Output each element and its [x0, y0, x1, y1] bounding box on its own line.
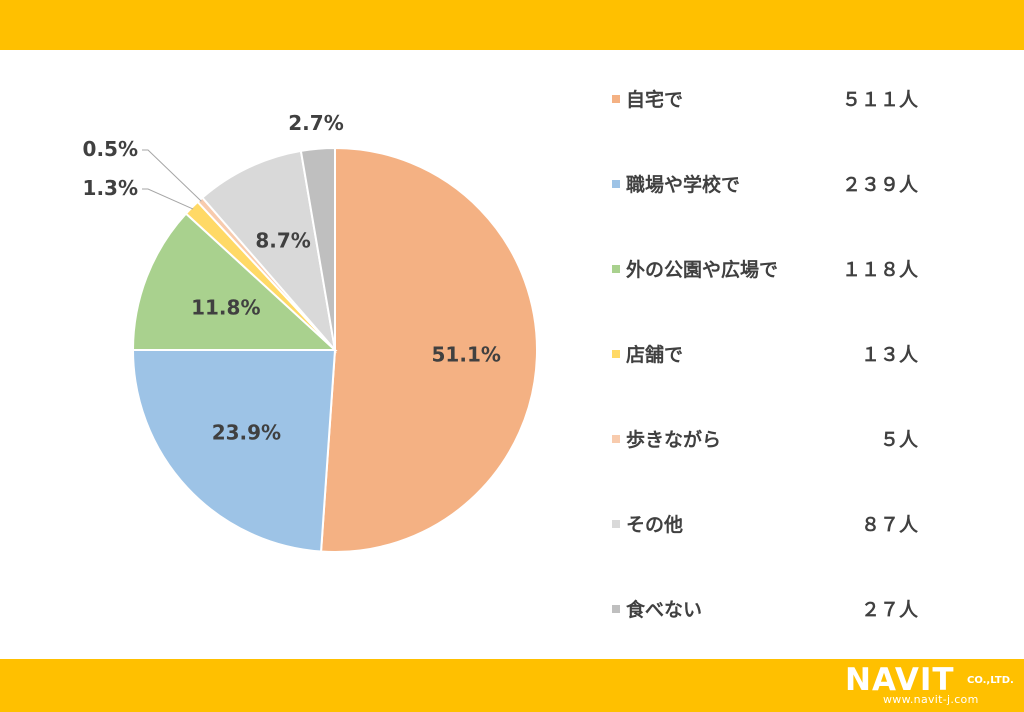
legend-count-4: １３人 — [861, 344, 919, 366]
legend-swatch-7 — [612, 605, 620, 613]
company-logo: NAVIT CO.,LTD. www.navit-j.com — [845, 663, 1015, 709]
percent-label-2: 23.9% — [212, 421, 281, 445]
legend-swatch-3 — [612, 265, 620, 273]
pie-slice-1 — [319, 146, 538, 553]
percent-label-7: 2.7% — [288, 111, 343, 135]
top-banner — [0, 0, 1024, 50]
legend-count-3: １１８人 — [842, 259, 919, 281]
legend-label-4: 店舗で — [626, 343, 683, 366]
legend-swatch-4 — [612, 350, 620, 358]
legend-count-1: ５１１人 — [842, 89, 919, 111]
legend-swatch-1 — [612, 95, 620, 103]
leader-line-5 — [142, 149, 202, 202]
legend-label-2: 職場や学校で — [626, 173, 740, 196]
leader-line-4 — [142, 188, 194, 210]
legend-label-7: 食べない — [626, 598, 702, 621]
legend-swatch-6 — [612, 520, 620, 528]
legend-swatch-5 — [612, 435, 620, 443]
leader-lines — [142, 149, 202, 210]
pie-slice-6 — [200, 149, 337, 354]
logo-url: www.navit-j.com — [883, 693, 979, 706]
pie-chart: 51.1% 23.9% 11.8% 1.3% 0.5% 8.7% 2.7% 自宅で ５１１人職… — [83, 88, 919, 621]
percent-label-3: 11.8% — [191, 296, 260, 320]
legend-count-5: ５人 — [880, 429, 919, 451]
percent-label-5: 0.5% — [83, 137, 138, 161]
legend-label-6: その他 — [626, 513, 683, 536]
legend-swatch-2 — [612, 180, 620, 188]
pie-slice-2 — [131, 349, 337, 553]
legend-count-6: ８７人 — [861, 514, 919, 536]
percent-labels: 51.1% 23.9% 11.8% 1.3% 0.5% 8.7% 2.7% — [83, 111, 501, 445]
legend-label-3: 外の公園や広場で — [626, 258, 778, 281]
legend-label-1: 自宅で — [626, 88, 683, 111]
percent-label-6: 8.7% — [255, 228, 310, 252]
legend-count-7: ２７人 — [861, 599, 919, 621]
pie-slices — [131, 146, 538, 553]
percent-label-1: 51.1% — [432, 343, 501, 367]
pie-slice-3 — [131, 212, 338, 351]
legend-count-2: ２３９人 — [842, 174, 919, 196]
percent-label-4: 1.3% — [83, 176, 138, 200]
logo-text: NAVIT — [845, 662, 955, 698]
logo-suffix: CO.,LTD. — [967, 675, 1014, 686]
bottom-banner — [0, 659, 1024, 712]
legend-label-5: 歩きながら — [626, 428, 721, 451]
pie-slice-7 — [299, 146, 336, 351]
